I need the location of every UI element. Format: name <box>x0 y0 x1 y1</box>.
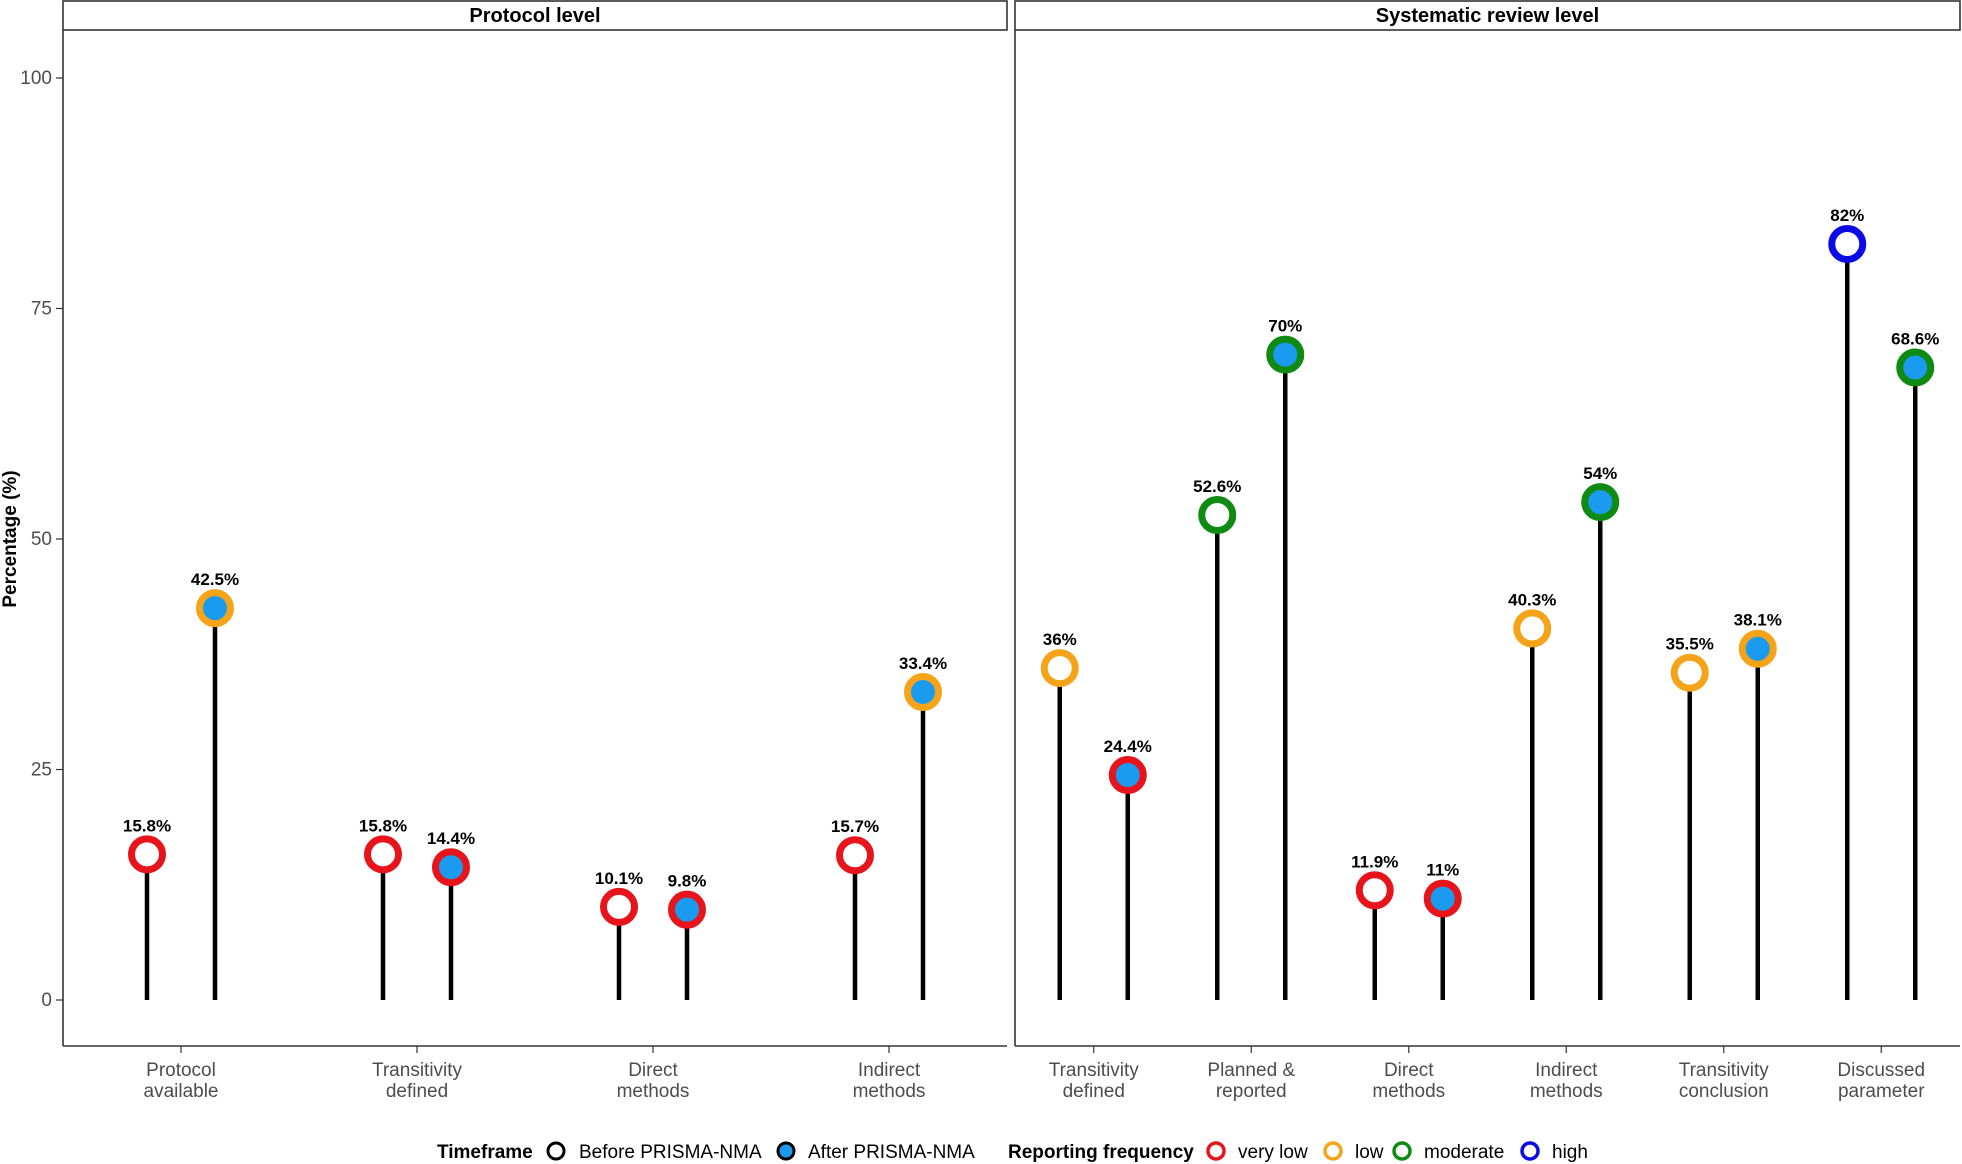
y-tick-label: 75 <box>31 299 52 320</box>
legend-key-frequency <box>1392 1141 1412 1161</box>
category-label: Indirect methods <box>853 1060 926 1102</box>
legend: Timeframe Before PRISMA-NMA After PRISMA-N… <box>437 1141 1588 1163</box>
value-label-before: 82% <box>1830 206 1864 225</box>
legend-label-timeframe: Before PRISMA-NMA <box>579 1142 762 1163</box>
point-after <box>1266 335 1305 374</box>
legend-key-timeframe <box>776 1141 796 1161</box>
value-label-after: 42.5% <box>191 570 239 589</box>
point-after <box>432 848 470 887</box>
point-after <box>196 589 234 628</box>
legend-label-frequency: very low <box>1238 1142 1308 1163</box>
point-before <box>128 835 166 874</box>
category-group: Direct methods 10.1% 9.8% <box>595 869 706 1102</box>
value-label-after: 9.8% <box>668 872 707 891</box>
point-before <box>1670 653 1709 692</box>
value-label-after: 14.4% <box>427 829 475 848</box>
legend-label-frequency: moderate <box>1424 1142 1504 1163</box>
point-before <box>600 887 638 926</box>
point-after <box>668 890 706 929</box>
point-after <box>1423 879 1462 918</box>
point-before <box>364 835 402 874</box>
value-label-before: 52.6% <box>1193 477 1241 496</box>
value-label-before: 36% <box>1043 630 1077 649</box>
value-label-after: 11% <box>1426 861 1459 880</box>
category-label: Indirect methods <box>1530 1060 1603 1102</box>
value-label-before: 40.3% <box>1508 590 1556 609</box>
panel-title: Systematic review level <box>1376 5 1599 27</box>
panel-title: Protocol level <box>469 5 600 27</box>
y-axis: 0 25 50 75 100 <box>20 68 63 1011</box>
category-group: Planned & reported 52.6% 70% <box>1193 317 1305 1102</box>
point-before <box>1513 609 1552 648</box>
panel-systematic-review-level: Systematic review level Transitivity defin… <box>1014 0 1961 1102</box>
legend-title-timeframe: Timeframe <box>437 1142 533 1163</box>
point-after <box>1581 483 1620 522</box>
category-group: Discussed parameter 82% 68.6% <box>1828 206 1939 1102</box>
category-label: Planned & reported <box>1207 1060 1295 1102</box>
legend-label-frequency: low <box>1355 1142 1384 1163</box>
point-after <box>904 673 942 712</box>
y-tick-label: 50 <box>31 529 52 550</box>
legend-label-timeframe: After PRISMA-NMA <box>808 1142 975 1163</box>
category-label: Protocol available <box>144 1060 219 1102</box>
value-label-before: 10.1% <box>595 869 643 888</box>
value-label-after: 70% <box>1268 317 1302 336</box>
category-group: Indirect methods 40.3% 54% <box>1508 464 1620 1102</box>
category-group: Protocol available 15.8% 42.5% <box>123 570 239 1102</box>
value-label-after: 24.4% <box>1104 737 1152 756</box>
value-label-before: 35.5% <box>1666 635 1714 654</box>
panel-strip <box>1014 0 1961 31</box>
legend-label-frequency: high <box>1552 1142 1588 1163</box>
category-label: Transitivity conclusion <box>1679 1060 1770 1102</box>
y-tick-label: 25 <box>31 760 52 781</box>
value-label-after: 54% <box>1583 464 1617 483</box>
category-group: Transitivity defined 15.8% 14.4% <box>359 816 475 1102</box>
point-after <box>1738 629 1777 668</box>
value-label-after: 68.6% <box>1891 330 1939 349</box>
category-label: Transitivity defined <box>1049 1060 1140 1102</box>
value-label-before: 15.7% <box>831 817 879 836</box>
point-before <box>1828 224 1867 263</box>
legend-key-timeframe <box>546 1141 566 1161</box>
legend-title-frequency: Reporting frequency <box>1008 1142 1194 1163</box>
y-axis-label: Percentage (%) <box>0 470 21 607</box>
category-group: Direct methods 11.9% 11% <box>1351 852 1462 1102</box>
category-label: Transitivity defined <box>372 1060 463 1102</box>
value-label-before: 15.8% <box>123 816 171 835</box>
panel-strip <box>62 0 1008 31</box>
category-group: Transitivity conclusion 35.5% 38.1% <box>1666 611 1782 1102</box>
value-label-before: 11.9% <box>1351 852 1398 871</box>
legend-key-frequency <box>1206 1141 1226 1161</box>
value-label-before: 15.8% <box>359 816 407 835</box>
point-before <box>1040 649 1079 688</box>
category-label: Discussed parameter <box>1837 1060 1925 1102</box>
value-label-after: 33.4% <box>899 654 947 673</box>
point-before <box>1198 496 1237 535</box>
chart-panels: Protocol level Protocol available 15.8% 42.5… <box>62 0 1961 1102</box>
y-tick-label: 0 <box>41 990 52 1011</box>
y-tick-label: 100 <box>20 68 52 89</box>
legend-key-frequency <box>1323 1141 1343 1161</box>
category-group: Transitivity defined 36% 24.4% <box>1040 630 1152 1102</box>
legend-key-frequency <box>1520 1141 1540 1161</box>
point-after <box>1896 348 1935 387</box>
point-before <box>836 836 874 875</box>
panel-protocol-level: Protocol level Protocol available 15.8% 42.5… <box>62 0 1008 1102</box>
value-label-after: 38.1% <box>1734 611 1782 630</box>
category-label: Direct methods <box>1372 1060 1445 1102</box>
category-group: Indirect methods 15.7% 33.4% <box>831 654 947 1102</box>
point-after <box>1108 756 1147 795</box>
point-before <box>1355 871 1394 910</box>
category-label: Direct methods <box>617 1060 690 1102</box>
